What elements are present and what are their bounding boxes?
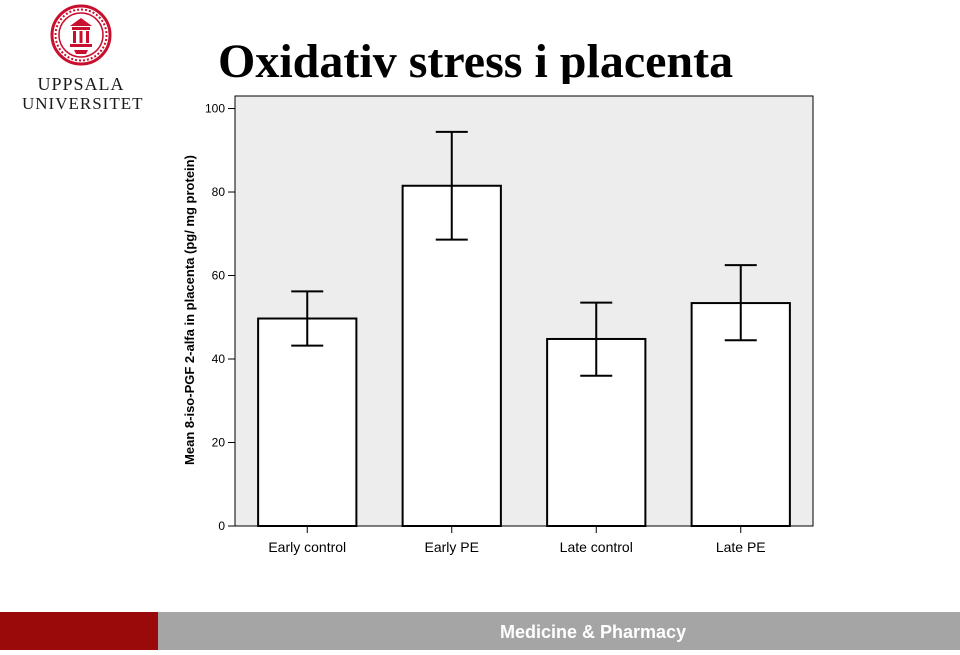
bars xyxy=(257,130,791,528)
logo-text-line2: UNIVERSITET xyxy=(22,94,144,113)
y-tick-label-5: 100 xyxy=(205,102,225,116)
y-tick-label-3: 60 xyxy=(212,269,226,283)
y-tick-label-0: 0 xyxy=(218,519,225,533)
footer-text: Medicine & Pharmacy xyxy=(500,622,687,642)
x-tick-label-3: Late PE xyxy=(716,539,766,555)
y-axis-title: Mean 8-iso-PGF 2-alfa in placenta (pg/ m… xyxy=(182,155,197,465)
x-tick-label-2: Late control xyxy=(560,539,633,555)
x-tick-label-0: Early control xyxy=(268,539,346,555)
y-axis: 0 20 40 60 80 100 xyxy=(205,96,236,533)
y-tick-label-2: 40 xyxy=(212,352,226,366)
logo-text-line1: UPPSALA xyxy=(37,74,125,94)
footer-bar xyxy=(158,612,960,650)
footer-accent-bar xyxy=(0,612,158,650)
bar-chart: 0 20 40 60 80 100 Early control Early PE Late c… xyxy=(182,95,814,555)
bar-0 xyxy=(257,317,358,527)
y-tick-label-4: 80 xyxy=(212,185,226,199)
y-tick-label-1: 20 xyxy=(212,436,226,450)
x-axis-labels: Early control Early PE Late control Late PE xyxy=(268,526,766,555)
university-seal-icon xyxy=(50,4,112,66)
university-logo: UPPSALA UNIVERSITET xyxy=(22,4,144,114)
slide-title: Oxidativ stress i placenta xyxy=(218,35,734,84)
x-tick-label-1: Early PE xyxy=(425,539,479,555)
